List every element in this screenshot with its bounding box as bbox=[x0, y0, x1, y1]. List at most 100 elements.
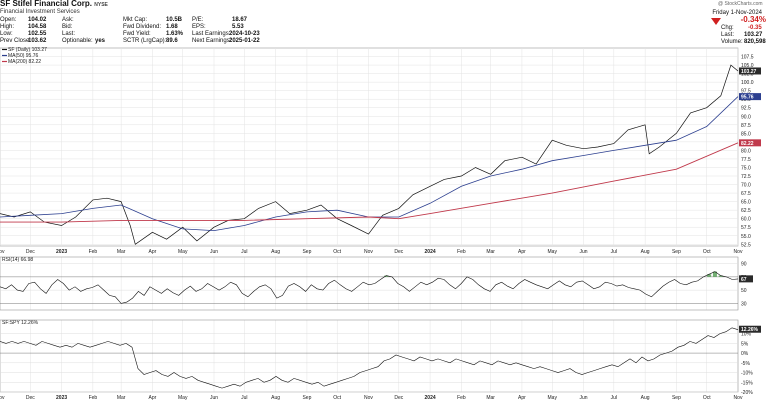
stat-label: Bid: bbox=[62, 24, 73, 30]
y-tick-label: 80.0 bbox=[741, 148, 751, 154]
last-value-label: 82.22 bbox=[741, 141, 754, 147]
stat-value: 10.5B bbox=[166, 17, 183, 23]
y-tick-label: -15% bbox=[741, 380, 753, 386]
x-tick-label: Jul bbox=[241, 395, 247, 400]
down-arrow-icon bbox=[711, 18, 721, 25]
stat-label: Mkt Cap: bbox=[123, 17, 148, 23]
stat-value: 1.68 bbox=[166, 24, 178, 30]
stat-label: SCTR (LrgCap): bbox=[123, 38, 167, 44]
chart-header: SF Stifel Financial Corp. NYSE Financial… bbox=[0, 0, 780, 48]
x-tick-label: Jul bbox=[611, 249, 617, 255]
x-tick-label: Sep bbox=[302, 249, 311, 255]
x-tick-label: May bbox=[178, 395, 188, 400]
y-tick-label: 55.0 bbox=[741, 234, 751, 240]
x-tick-label: Nov bbox=[0, 249, 5, 255]
x-tick-label: Oct bbox=[703, 249, 711, 255]
legend-entry: MA(200) 82.22 bbox=[8, 59, 41, 65]
y-tick-label: 52.5 bbox=[741, 242, 751, 248]
stat-value: 1.63% bbox=[166, 31, 184, 37]
stat-value: yes bbox=[95, 38, 106, 44]
rs-line bbox=[0, 327, 739, 389]
y-tick-label: 65.0 bbox=[741, 200, 751, 206]
y-tick-label: 60.0 bbox=[741, 217, 751, 223]
stat-value: 5.53 bbox=[232, 24, 244, 30]
x-tick-label: Jun bbox=[580, 249, 588, 255]
y-tick-label: 67.5 bbox=[741, 191, 751, 197]
last-value-label: 95.76 bbox=[741, 95, 754, 101]
price-line bbox=[0, 64, 739, 245]
watermark: @ StockCharts.com bbox=[718, 1, 763, 7]
rsi-panel-frame bbox=[0, 256, 739, 311]
legend-entry: SF (Daily) 103.27 bbox=[8, 47, 47, 53]
x-tick-label: Dec bbox=[394, 249, 403, 255]
stat-label: Volume: bbox=[721, 39, 743, 45]
y-tick-label: 90.0 bbox=[741, 114, 751, 120]
last-value-label: 12.26% bbox=[741, 327, 759, 333]
x-tick-label: Oct bbox=[333, 249, 341, 255]
last-value-box bbox=[739, 275, 753, 283]
stat-value: 103.27 bbox=[744, 32, 763, 38]
x-tick-label: Apr bbox=[518, 249, 526, 255]
stat-label: Next Earnings: bbox=[192, 38, 232, 44]
x-tick-label: May bbox=[178, 249, 188, 255]
y-tick-label: 30 bbox=[741, 301, 747, 307]
stat-label: High: bbox=[0, 24, 15, 30]
y-tick-label: -20% bbox=[741, 390, 753, 396]
stat-value: -0.35 bbox=[748, 25, 762, 31]
last-value-label: 67 bbox=[741, 277, 747, 283]
legend-entry: MA(50) 95.76 bbox=[8, 53, 39, 59]
x-tick-label: Apr bbox=[518, 395, 526, 400]
y-tick-label: 90 bbox=[741, 262, 747, 268]
stat-label: Last: bbox=[62, 31, 76, 37]
x-tick-label: Mar bbox=[486, 395, 495, 400]
x-tick-label: Dec bbox=[26, 395, 35, 400]
x-tick-label: Aug bbox=[271, 395, 280, 400]
x-tick-label: Sep bbox=[302, 395, 311, 400]
stat-label: Chg: bbox=[721, 25, 734, 31]
legend-entry: RSI(14) 66.98 bbox=[2, 257, 33, 263]
x-tick-label: Nov bbox=[364, 395, 373, 400]
x-tick-label: Mar bbox=[117, 249, 126, 255]
x-tick-label: Aug bbox=[271, 249, 280, 255]
x-tick-label: 2023 bbox=[56, 395, 67, 400]
stat-value: 820,598 bbox=[744, 39, 766, 45]
stat-value: 104.02 bbox=[28, 17, 47, 23]
x-tick-label: Jul bbox=[611, 395, 617, 400]
stat-value: 2025-01-22 bbox=[229, 38, 260, 44]
rsi-overbought-fill bbox=[712, 271, 717, 277]
last-value-box bbox=[739, 325, 761, 333]
y-tick-label: 10% bbox=[741, 332, 752, 338]
exchange-label: NYSE bbox=[94, 2, 108, 8]
x-tick-label: Mar bbox=[486, 249, 495, 255]
rs-panel-frame bbox=[0, 319, 739, 393]
stat-value: 103.62 bbox=[28, 38, 47, 44]
change-percent: -0.34% bbox=[740, 15, 766, 24]
y-tick-label: 72.5 bbox=[741, 174, 751, 180]
x-tick-label: Feb bbox=[89, 249, 98, 255]
last-value-box bbox=[739, 67, 761, 75]
y-tick-label: 62.5 bbox=[741, 208, 751, 214]
last-value-label: 103.27 bbox=[741, 69, 757, 75]
x-tick-label: Nov bbox=[734, 249, 743, 255]
x-tick-label: Sep bbox=[672, 395, 681, 400]
stat-label: Last Earnings: bbox=[192, 31, 231, 37]
y-tick-label: 107.5 bbox=[741, 55, 754, 61]
x-tick-label: Apr bbox=[149, 395, 157, 400]
y-tick-label: -10% bbox=[741, 371, 753, 377]
y-tick-label: 77.5 bbox=[741, 157, 751, 163]
x-tick-label: 2023 bbox=[56, 249, 67, 255]
stat-value: 18.67 bbox=[232, 17, 248, 23]
x-tick-label: Dec bbox=[26, 249, 35, 255]
price-panel-frame bbox=[0, 47, 739, 247]
y-tick-label: 102.5 bbox=[741, 72, 754, 78]
stat-label: Fwd Yield: bbox=[123, 31, 151, 37]
stat-label: P/E: bbox=[192, 17, 204, 23]
last-value-box bbox=[739, 93, 761, 101]
stat-label: EPS: bbox=[192, 24, 206, 30]
x-tick-label: Nov bbox=[0, 395, 5, 400]
y-tick-label: 5% bbox=[741, 341, 749, 347]
stat-label: Ask: bbox=[62, 17, 74, 23]
x-tick-label: Oct bbox=[333, 395, 341, 400]
x-tick-label: Nov bbox=[734, 395, 743, 400]
